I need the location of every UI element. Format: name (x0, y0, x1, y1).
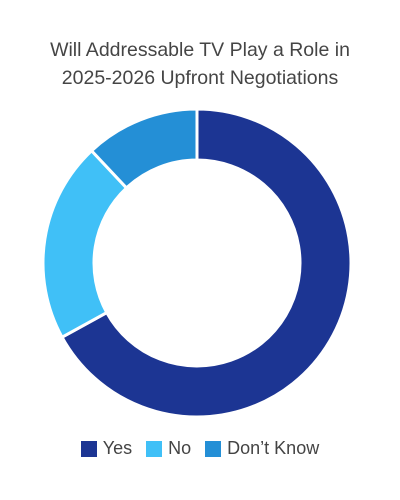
legend-item-no: No (146, 438, 191, 459)
chart-legend: Yes No Don’t Know (0, 438, 400, 459)
chart-title-line-1: Will Addressable TV Play a Role in (50, 39, 350, 61)
legend-label-yes: Yes (102, 438, 133, 458)
legend-swatch-yes (80, 440, 97, 457)
legend-item-dont-know: Don’t Know (205, 438, 319, 459)
legend-item-yes: Yes (80, 438, 133, 459)
donut-slice-don-t-know (89, 107, 199, 191)
chart-title-line-2: 2025-2026 Upfront Negotiations (61, 67, 339, 89)
legend-label-no: No (168, 438, 192, 458)
legend-label-dont-know: Don’t Know (227, 438, 320, 458)
donut-slice-no (41, 148, 129, 340)
legend-swatch-no (146, 440, 163, 457)
legend-swatch-dont-know (205, 440, 222, 457)
chart-title: Will Addressable TV Play a Role in 2025-… (0, 36, 400, 92)
donut-slice-yes (60, 107, 353, 419)
